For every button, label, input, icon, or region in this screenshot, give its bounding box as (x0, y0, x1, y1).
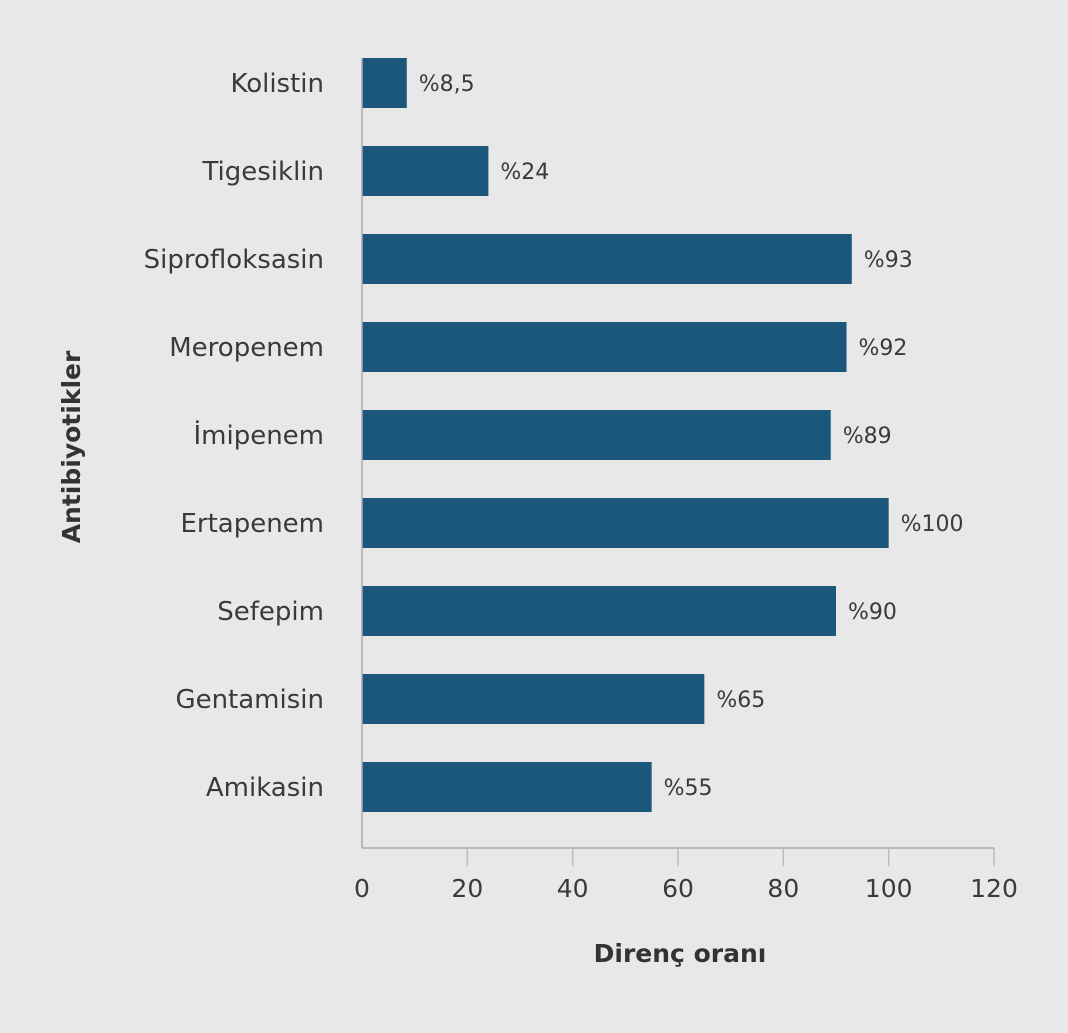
bar (362, 410, 831, 460)
category-label: Gentamisin (175, 685, 324, 715)
data-label: %90 (848, 600, 897, 625)
category-label: Amikasin (206, 773, 324, 803)
category-label: Meropenem (169, 333, 324, 363)
x-tick-label: 60 (662, 874, 694, 903)
bar (362, 762, 652, 812)
bar (362, 498, 889, 548)
bar (362, 234, 852, 284)
x-tick-label: 20 (451, 874, 483, 903)
data-label: %93 (864, 248, 913, 273)
category-label: Ertapenem (180, 509, 324, 539)
data-label: %24 (500, 160, 549, 185)
data-label: %55 (664, 776, 713, 801)
y-axis-title: Antibiyotikler (57, 350, 86, 543)
data-label: %92 (859, 336, 908, 361)
x-tick-label: 120 (970, 874, 1018, 903)
x-tick-label: 0 (354, 874, 370, 903)
x-tick-label: 80 (767, 874, 799, 903)
data-label: %100 (901, 512, 964, 537)
category-label: Siprofloksasin (144, 245, 324, 275)
data-label: %8,5 (419, 72, 475, 97)
bar (362, 58, 407, 108)
bar (362, 322, 847, 372)
x-axis-title: Direnç oranı (594, 939, 767, 968)
x-tick-label: 40 (557, 874, 589, 903)
data-label: %65 (716, 688, 765, 713)
bar (362, 586, 836, 636)
category-label: İmipenem (193, 419, 324, 451)
data-label: %89 (843, 424, 892, 449)
category-label: Sefepim (217, 597, 324, 627)
category-label: Kolistin (230, 69, 324, 99)
bar (362, 674, 705, 724)
x-tick-label: 100 (865, 874, 913, 903)
bar (362, 146, 489, 196)
category-label: Tigesiklin (201, 157, 324, 187)
